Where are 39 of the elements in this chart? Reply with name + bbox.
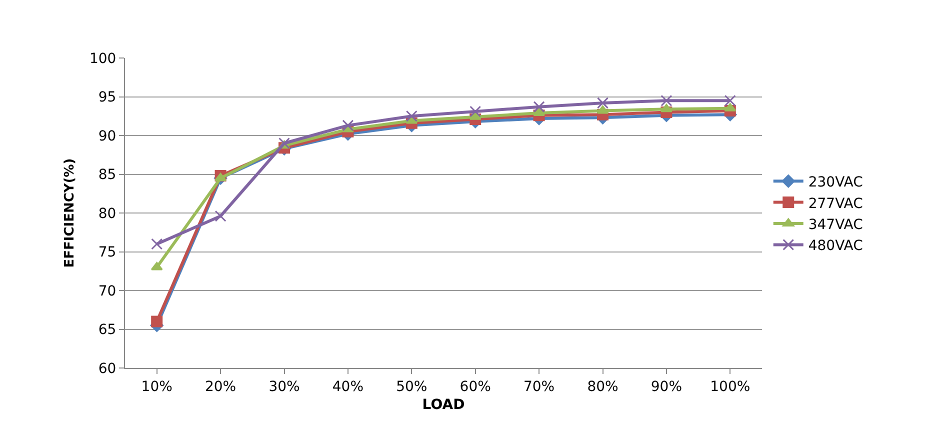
legend-label: 230VAC [808, 174, 864, 191]
point [214, 210, 226, 222]
point [597, 97, 608, 109]
point [533, 101, 545, 113]
point [596, 105, 609, 114]
x-tick-label: 10% [141, 378, 172, 395]
x-tick-label: 60% [460, 378, 491, 395]
x-tick-label: 90% [650, 378, 682, 395]
x-tick-label: 40% [332, 378, 364, 395]
point [406, 110, 418, 122]
y-axis-title: EFFICIENCY(%) [62, 158, 78, 268]
point [724, 94, 736, 106]
y-tick-label: 80 [98, 206, 116, 222]
x-axis-title: LOAD [422, 397, 465, 414]
legend-label: 347VAC [808, 216, 864, 233]
y-tick-label: 65 [98, 322, 116, 338]
x-tick-label: 20% [204, 378, 236, 395]
y-tick-label: 60 [98, 360, 116, 377]
point [533, 108, 545, 116]
point [151, 238, 163, 250]
legend-label: 480VAC [808, 238, 864, 254]
y-tick-label: 85 [98, 167, 116, 184]
point [214, 172, 226, 182]
x-tick-label: 30% [268, 378, 300, 395]
x-tick-label: 80% [587, 378, 618, 395]
point [342, 120, 354, 132]
x-tick-label: 50% [396, 378, 428, 395]
point [470, 106, 482, 118]
y-tick-label: 95 [98, 90, 116, 106]
x-tick-label: 70% [523, 378, 555, 395]
y-tick-label: 90 [98, 128, 116, 144]
y-tick-label: 75 [98, 244, 116, 261]
y-tick-label: 70 [98, 283, 116, 300]
point [660, 104, 672, 112]
y-tick-label: 100 [89, 50, 116, 67]
point [151, 316, 163, 328]
x-tick-label: 100% [710, 378, 750, 395]
legend-label: 277VAC [808, 196, 864, 212]
point [660, 94, 672, 106]
